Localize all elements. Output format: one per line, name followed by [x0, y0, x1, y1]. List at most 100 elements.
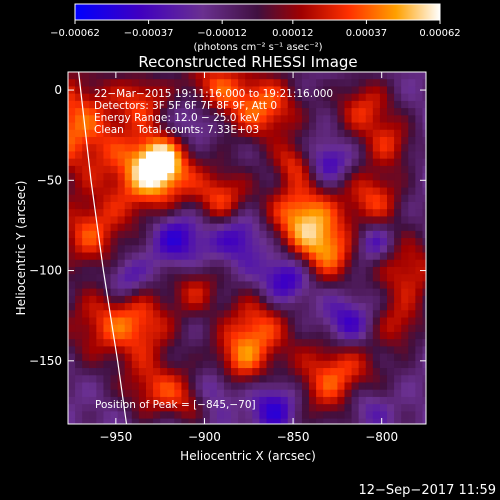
- heatmap-cell: [89, 353, 97, 362]
- heatmap-cell: [266, 281, 275, 290]
- heatmap-cell: [408, 324, 416, 333]
- heatmap-cell: [273, 252, 282, 261]
- heatmap-cell: [167, 346, 175, 355]
- heatmap-cell: [422, 274, 426, 282]
- heatmap-cell: [216, 418, 225, 424]
- heatmap-cell: [415, 382, 424, 391]
- heatmap-cell: [195, 216, 204, 225]
- heatmap-cell: [245, 201, 253, 210]
- heatmap-cell: [117, 245, 126, 254]
- heatmap-cell: [138, 129, 147, 138]
- heatmap-cell: [387, 115, 395, 124]
- heatmap-cell: [209, 310, 218, 319]
- heatmap-cell: [138, 252, 147, 261]
- heatmap-cell: [379, 346, 388, 355]
- heatmap-cell: [337, 238, 346, 246]
- heatmap-cell: [408, 360, 416, 369]
- heatmap-cell: [153, 389, 161, 398]
- heatmap-cell: [216, 129, 225, 138]
- heatmap-cell: [287, 339, 296, 347]
- heatmap-cell: [372, 79, 381, 88]
- heatmap-cell: [365, 303, 374, 311]
- heatmap-cell: [301, 266, 310, 275]
- heatmap-cell: [387, 129, 395, 138]
- heatmap-cell: [408, 303, 416, 311]
- heatmap-cell: [82, 259, 90, 268]
- heatmap-cell: [330, 281, 338, 290]
- heatmap-cell: [181, 375, 190, 384]
- heatmap-cell: [408, 115, 416, 124]
- heatmap-cell: [372, 360, 381, 369]
- heatmap-cell: [365, 317, 374, 326]
- heatmap-cell: [394, 223, 402, 232]
- heatmap-cell: [223, 317, 232, 326]
- heatmap-cell: [181, 396, 190, 405]
- heatmap-cell: [138, 274, 147, 282]
- heatmap-cell: [96, 201, 105, 210]
- heatmap-cell: [209, 238, 218, 246]
- heatmap-cell: [167, 396, 175, 405]
- heatmap-cell: [330, 259, 338, 268]
- heatmap-cell: [195, 360, 204, 369]
- heatmap-cell: [131, 158, 140, 167]
- heatmap-cell: [124, 353, 133, 362]
- heatmap-cell: [294, 86, 303, 95]
- heatmap-cell: [231, 216, 239, 225]
- heatmap-cell: [117, 317, 126, 326]
- heatmap-cell: [75, 295, 83, 304]
- heatmap-cell: [394, 144, 402, 153]
- heatmap-cell: [160, 194, 168, 203]
- heatmap-cell: [89, 346, 97, 355]
- heatmap-cell: [145, 201, 154, 210]
- heatmap-cell: [89, 144, 97, 153]
- heatmap-cell: [365, 252, 374, 261]
- heatmap-cell: [174, 79, 183, 88]
- heatmap-cell: [415, 411, 424, 420]
- heatmap-cell: [365, 238, 374, 246]
- heatmap-cell: [394, 259, 402, 268]
- heatmap-cell: [294, 331, 303, 340]
- heatmap-cell: [75, 288, 83, 297]
- heatmap-cell: [294, 151, 303, 160]
- heatmap-cell: [280, 165, 289, 174]
- heatmap-cell: [75, 303, 83, 311]
- heatmap-cell: [358, 245, 367, 254]
- heatmap-cell: [160, 353, 168, 362]
- heatmap-cell: [231, 310, 239, 319]
- heatmap-cell: [145, 368, 154, 376]
- heatmap-cell: [358, 216, 367, 225]
- heatmap-cell: [273, 339, 282, 347]
- heatmap-cell: [294, 194, 303, 203]
- heatmap-cell: [138, 86, 147, 95]
- heatmap-cell: [89, 375, 97, 384]
- heatmap-cell: [394, 173, 402, 181]
- heatmap-cell: [401, 353, 409, 362]
- heatmap-cell: [294, 382, 303, 391]
- heatmap-cell: [209, 158, 218, 167]
- heatmap-cell: [89, 368, 97, 376]
- heatmap-cell: [415, 339, 424, 347]
- heatmap-cell: [252, 79, 261, 88]
- heatmap-cell: [266, 165, 275, 174]
- heatmap-cell: [245, 353, 253, 362]
- heatmap-cell: [238, 389, 246, 398]
- heatmap-cell: [358, 209, 367, 218]
- heatmap-cell: [351, 79, 360, 88]
- heatmap-cell: [188, 108, 197, 116]
- heatmap-cell: [358, 136, 367, 145]
- heatmap-cell: [394, 136, 402, 145]
- heatmap-cell: [153, 108, 161, 116]
- heatmap-cell: [394, 404, 402, 412]
- heatmap-cell: [372, 404, 381, 412]
- heatmap-cell: [294, 122, 303, 131]
- heatmap-cell: [259, 144, 268, 153]
- heatmap-cell: [252, 72, 261, 80]
- heatmap-cell: [330, 136, 338, 145]
- heatmap-cell: [301, 216, 310, 225]
- heatmap-cell: [68, 180, 76, 189]
- heatmap-cell: [372, 158, 381, 167]
- heatmap-cell: [358, 331, 367, 340]
- heatmap-cell: [209, 418, 218, 424]
- heatmap-cell: [323, 180, 331, 189]
- heatmap-cell: [231, 173, 239, 181]
